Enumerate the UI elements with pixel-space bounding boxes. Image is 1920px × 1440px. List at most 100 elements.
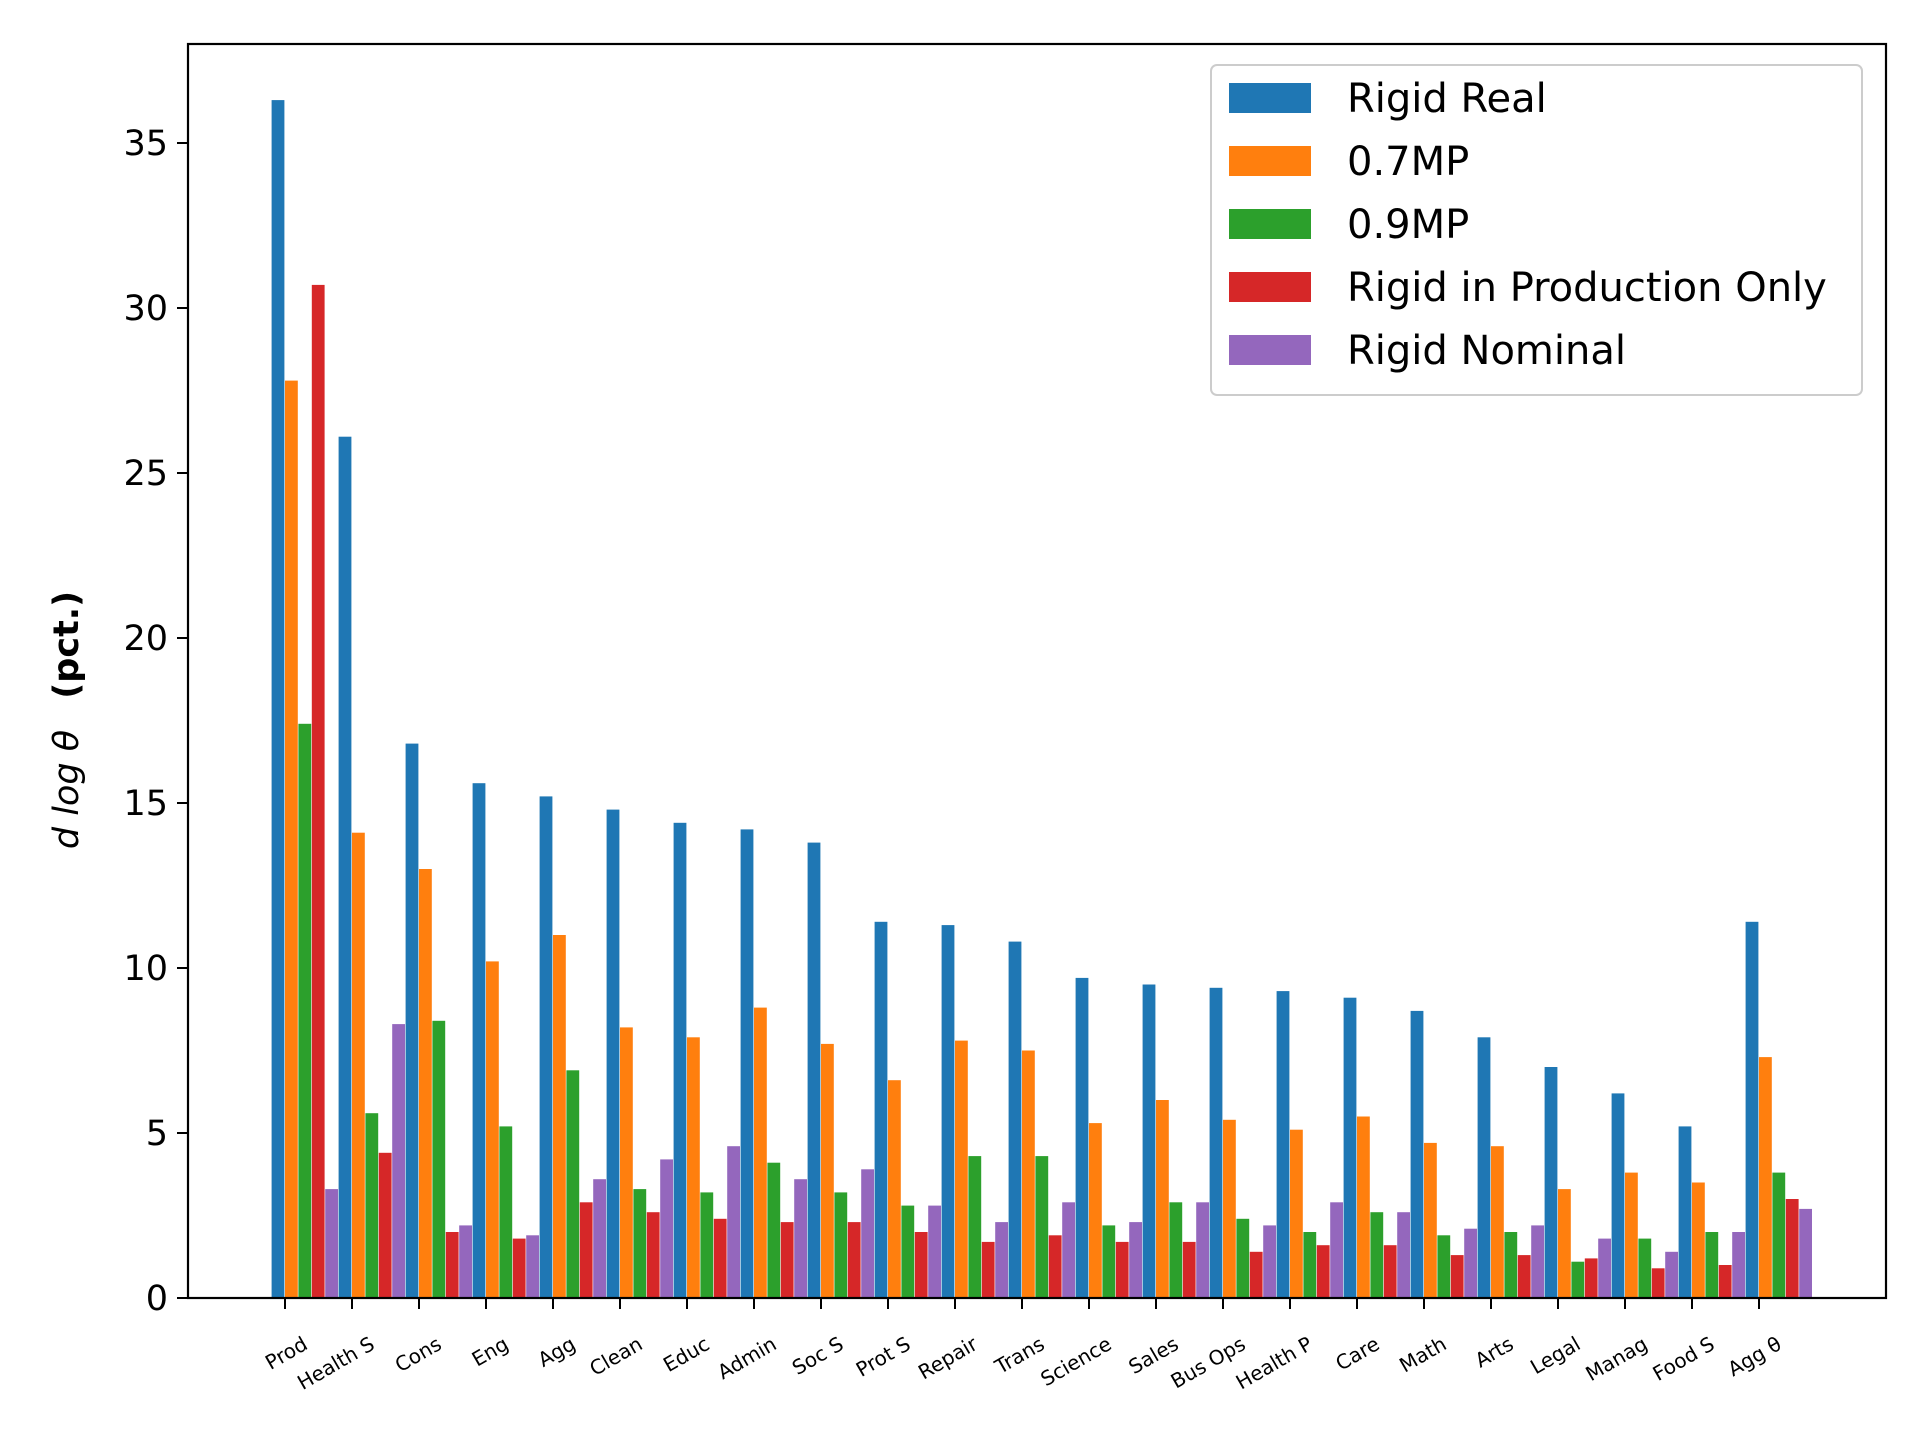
bar-0-13 (1142, 984, 1156, 1298)
bar-0-12 (1075, 977, 1089, 1298)
legend-swatch-1 (1229, 146, 1311, 176)
bar-1-20 (1625, 1172, 1638, 1298)
bar-0-7 (740, 829, 754, 1298)
bar-4-1 (392, 1024, 405, 1298)
bar-1-8 (821, 1043, 834, 1298)
bar-1-3 (486, 961, 499, 1298)
bar-1-1 (352, 832, 365, 1298)
bar-0-0 (271, 100, 285, 1299)
bar-4-8 (861, 1169, 874, 1298)
bar-0-8 (807, 842, 821, 1298)
bar-2-9 (901, 1205, 915, 1298)
bar-4-10 (995, 1222, 1008, 1298)
bar-1-7 (754, 1007, 767, 1298)
bar-4-6 (727, 1146, 740, 1298)
bar-0-15 (1276, 991, 1290, 1298)
bar-2-18 (1504, 1232, 1518, 1298)
bar-3-12 (1115, 1241, 1129, 1298)
y-axis-label-unit: (pct.) (47, 591, 87, 699)
bar-1-9 (888, 1080, 901, 1298)
bar-3-21 (1718, 1265, 1732, 1298)
bar-1-21 (1692, 1182, 1705, 1298)
bar-2-1 (365, 1113, 379, 1298)
bar-0-20 (1611, 1093, 1625, 1298)
bar-1-19 (1558, 1189, 1571, 1298)
bar-1-17 (1424, 1142, 1437, 1298)
bar-0-19 (1544, 1067, 1558, 1298)
bar-3-13 (1182, 1241, 1196, 1298)
bar-4-4 (593, 1179, 606, 1298)
bar-1-18 (1491, 1146, 1504, 1298)
bar-2-12 (1102, 1225, 1116, 1298)
bar-4-7 (794, 1179, 807, 1298)
bar-1-0 (285, 380, 298, 1299)
bar-1-6 (687, 1037, 700, 1298)
bar-0-22 (1745, 921, 1759, 1298)
bar-2-20 (1638, 1238, 1652, 1298)
bar-3-11 (1048, 1235, 1062, 1298)
bar-2-21 (1705, 1232, 1719, 1298)
bar-0-14 (1209, 987, 1223, 1298)
bar-2-0 (298, 723, 312, 1298)
legend-label-0: Rigid Real (1347, 76, 1547, 122)
bar-3-18 (1517, 1255, 1531, 1298)
bar-0-4 (539, 796, 553, 1298)
bar-0-9 (874, 921, 888, 1298)
bar-1-11 (1022, 1050, 1035, 1298)
legend: Rigid Real 0.7MP 0.9MP Rigid in Production … (1210, 64, 1863, 396)
bar-3-2 (445, 1232, 459, 1298)
bar-2-15 (1303, 1232, 1317, 1298)
bar-2-13 (1169, 1202, 1183, 1298)
bar-2-4 (566, 1070, 580, 1298)
bar-4-3 (526, 1235, 539, 1298)
y-tick-label-3: 15 (123, 784, 168, 824)
bar-4-14 (1263, 1225, 1276, 1298)
bar-3-5 (646, 1212, 660, 1298)
bar-3-8 (847, 1222, 861, 1298)
bar-1-10 (955, 1040, 968, 1298)
bar-2-16 (1370, 1212, 1384, 1298)
bar-3-17 (1450, 1255, 1464, 1298)
bar-3-6 (713, 1218, 727, 1298)
bars-layer (271, 100, 1812, 1299)
bar-4-13 (1196, 1202, 1209, 1298)
legend-label-4: Rigid Nominal (1347, 328, 1626, 374)
bar-4-5 (660, 1159, 673, 1298)
legend-swatch-2 (1229, 209, 1311, 239)
bar-2-10 (968, 1156, 982, 1298)
bar-0-6 (673, 822, 687, 1298)
bar-1-4 (553, 935, 566, 1298)
legend-label-1: 0.7MP (1347, 139, 1469, 185)
bar-2-11 (1035, 1156, 1049, 1298)
bar-4-11 (1062, 1202, 1075, 1298)
bar-2-17 (1437, 1235, 1451, 1298)
bar-4-17 (1464, 1228, 1477, 1298)
bar-3-0 (311, 284, 325, 1298)
bar-0-10 (941, 925, 955, 1298)
bar-4-19 (1598, 1238, 1611, 1298)
bar-2-5 (633, 1189, 647, 1298)
bar-4-0 (325, 1189, 338, 1298)
bar-0-21 (1678, 1126, 1692, 1298)
bar-3-14 (1249, 1251, 1263, 1298)
bar-2-7 (767, 1162, 781, 1298)
bar-3-10 (981, 1241, 995, 1298)
bar-1-15 (1290, 1129, 1303, 1298)
bar-3-1 (378, 1152, 392, 1298)
bar-2-6 (700, 1192, 714, 1298)
y-tick-label-6: 30 (123, 289, 168, 329)
bar-2-14 (1236, 1218, 1250, 1298)
bar-4-20 (1665, 1251, 1678, 1298)
bar-3-16 (1383, 1245, 1397, 1298)
bar-0-16 (1343, 997, 1357, 1298)
y-tick-label-0: 0 (146, 1279, 168, 1319)
legend-box (1210, 64, 1863, 396)
bar-4-2 (459, 1225, 472, 1298)
bar-0-11 (1008, 941, 1022, 1298)
bar-2-2 (432, 1020, 446, 1298)
bar-4-12 (1129, 1222, 1142, 1298)
bar-3-3 (512, 1238, 526, 1298)
bar-4-15 (1330, 1202, 1343, 1298)
bar-1-2 (419, 869, 432, 1298)
bar-1-13 (1156, 1100, 1169, 1298)
